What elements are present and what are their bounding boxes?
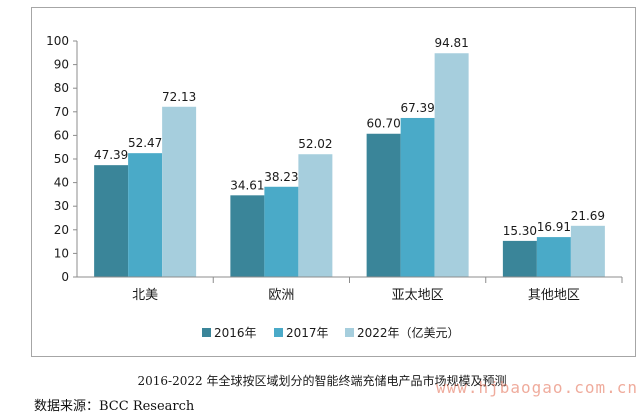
y-tick-label: 90 [54,58,69,72]
data-label: 34.61 [230,178,264,192]
data-label: 67.39 [400,101,434,115]
y-tick-label: 10 [54,246,69,260]
bar [434,53,469,278]
y-tick-label: 30 [54,199,69,213]
data-label: 52.02 [298,137,332,151]
y-tick-label: 60 [54,128,69,142]
y-tick-label: 0 [61,270,69,284]
legend-label: 2022年（亿美元） [357,325,460,340]
data-label: 94.81 [434,36,468,50]
data-label: 60.70 [366,117,400,131]
y-tick-label: 100 [46,34,69,48]
y-tick-label: 40 [54,176,69,190]
data-label: 52.47 [128,136,162,150]
bar [298,154,333,277]
bar [400,117,435,278]
data-label: 21.69 [571,209,605,223]
data-label: 72.13 [162,90,196,104]
data-label: 16.91 [537,220,571,234]
source-note: 数据来源：BCC Research [34,399,195,414]
legend-swatch [202,328,211,337]
bar [230,195,265,277]
bar [128,153,163,277]
bar [502,240,537,277]
data-label: 38.23 [264,170,298,184]
data-label: 47.39 [94,148,128,162]
bar [94,165,129,277]
data-label: 15.30 [503,224,537,238]
y-tick-label: 50 [54,152,69,166]
category-label: 北美 [132,288,158,303]
bar [536,237,571,277]
legend-label: 2016年 [214,326,257,340]
category-label: 欧洲 [268,288,294,303]
watermark: www.hjbaogao.com.cn [435,378,638,397]
bar [366,133,401,277]
y-tick-label: 80 [54,81,69,95]
legend-swatch [345,328,354,337]
chart-caption: 2016-2022 年全球按区域划分的智能终端充储电产品市场规模及预测 [137,374,507,388]
chart-frame: 0 10 20 30 40 50 60 70 80 90 100 47.39 52.47 72.13 北美 3… [31,7,636,357]
category-label: 亚太地区 [392,288,444,303]
y-tick-label: 70 [54,105,69,119]
legend-swatch [274,328,283,337]
bar [264,186,299,277]
y-tick-label: 20 [54,223,69,237]
category-label: 其他地区 [528,288,580,303]
bar [162,106,197,278]
bar [570,225,605,277]
legend-label: 2017年 [286,326,329,340]
